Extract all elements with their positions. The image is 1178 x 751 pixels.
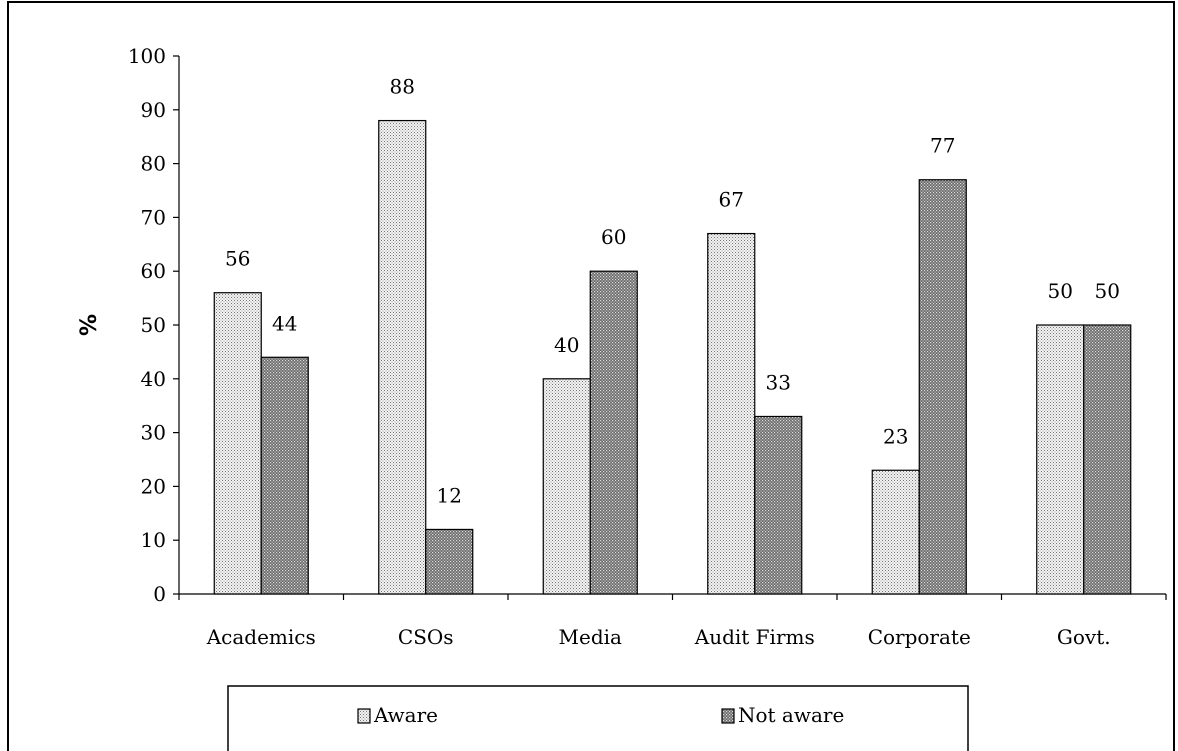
data-label-aware: 56: [225, 247, 250, 271]
bar-aware: [871, 469, 920, 595]
y-axis: 0 10 20 30 40 50 60 70 80 90 100: [128, 44, 180, 606]
bars: [213, 119, 1132, 595]
bar-not-aware: [754, 415, 803, 595]
data-label-not-aware: 50: [1095, 279, 1120, 303]
data-label-aware: 88: [390, 75, 415, 99]
y-tick-label: 50: [141, 313, 166, 337]
y-tick-label: 10: [141, 528, 166, 552]
bar-not-aware: [589, 270, 638, 595]
bar-not-aware: [918, 179, 967, 595]
y-tick-label: 40: [141, 367, 166, 391]
x-tick-label: Govt.: [1057, 625, 1111, 649]
y-tick-label: 60: [141, 259, 166, 283]
data-label-not-aware: 77: [930, 134, 955, 158]
y-tick-label: 70: [141, 205, 166, 229]
legend-item-not-aware: Not aware: [721, 703, 844, 727]
x-axis: Academics CSOs Media Audit Firms Corporate Go…: [178, 593, 1167, 649]
x-tick-label: Media: [559, 625, 623, 649]
legend-box: [227, 685, 969, 751]
x-tick-label: Corporate: [868, 625, 971, 649]
legend-label-not-aware: Not aware: [738, 703, 844, 727]
y-tick-label: 90: [141, 98, 166, 122]
y-tick-label: 100: [128, 44, 166, 68]
data-label-aware: 40: [554, 333, 579, 357]
x-tick-label: CSOs: [398, 625, 454, 649]
data-label-not-aware: 44: [272, 311, 297, 335]
legend-swatch-not-aware: [721, 708, 735, 724]
data-label-not-aware: 60: [601, 225, 626, 249]
legend-label-aware: Aware: [373, 703, 438, 727]
bar-aware: [378, 119, 427, 595]
legend: Aware Not aware: [227, 685, 969, 751]
data-label-aware: 50: [1048, 279, 1073, 303]
data-label-aware: 23: [883, 424, 908, 448]
y-tick-label: 20: [141, 474, 166, 498]
bar-not-aware: [260, 356, 309, 595]
bar-not-aware: [1083, 324, 1132, 595]
legend-swatch-aware: [357, 708, 371, 724]
chart-border: [7, 1, 1175, 751]
bar-aware: [213, 292, 262, 595]
y-tick-label: 30: [141, 421, 166, 445]
bar-aware: [1036, 324, 1085, 595]
data-labels: 56 44 88 12 40 60 67 33 23 77 50 50: [225, 75, 1120, 508]
data-label-aware: 67: [719, 188, 744, 212]
data-label-not-aware: 12: [437, 483, 462, 507]
x-tick-label: Academics: [206, 625, 316, 649]
y-tick-label: 80: [141, 152, 166, 176]
bar-aware: [542, 378, 591, 595]
bar-aware: [707, 232, 756, 595]
y-tick-label: 0: [153, 582, 166, 606]
bar-not-aware: [425, 528, 474, 595]
legend-item-aware: Aware: [357, 703, 438, 727]
x-tick-label: Audit Firms: [694, 625, 815, 649]
y-axis-title: %: [77, 314, 102, 336]
data-label-not-aware: 33: [766, 370, 791, 394]
